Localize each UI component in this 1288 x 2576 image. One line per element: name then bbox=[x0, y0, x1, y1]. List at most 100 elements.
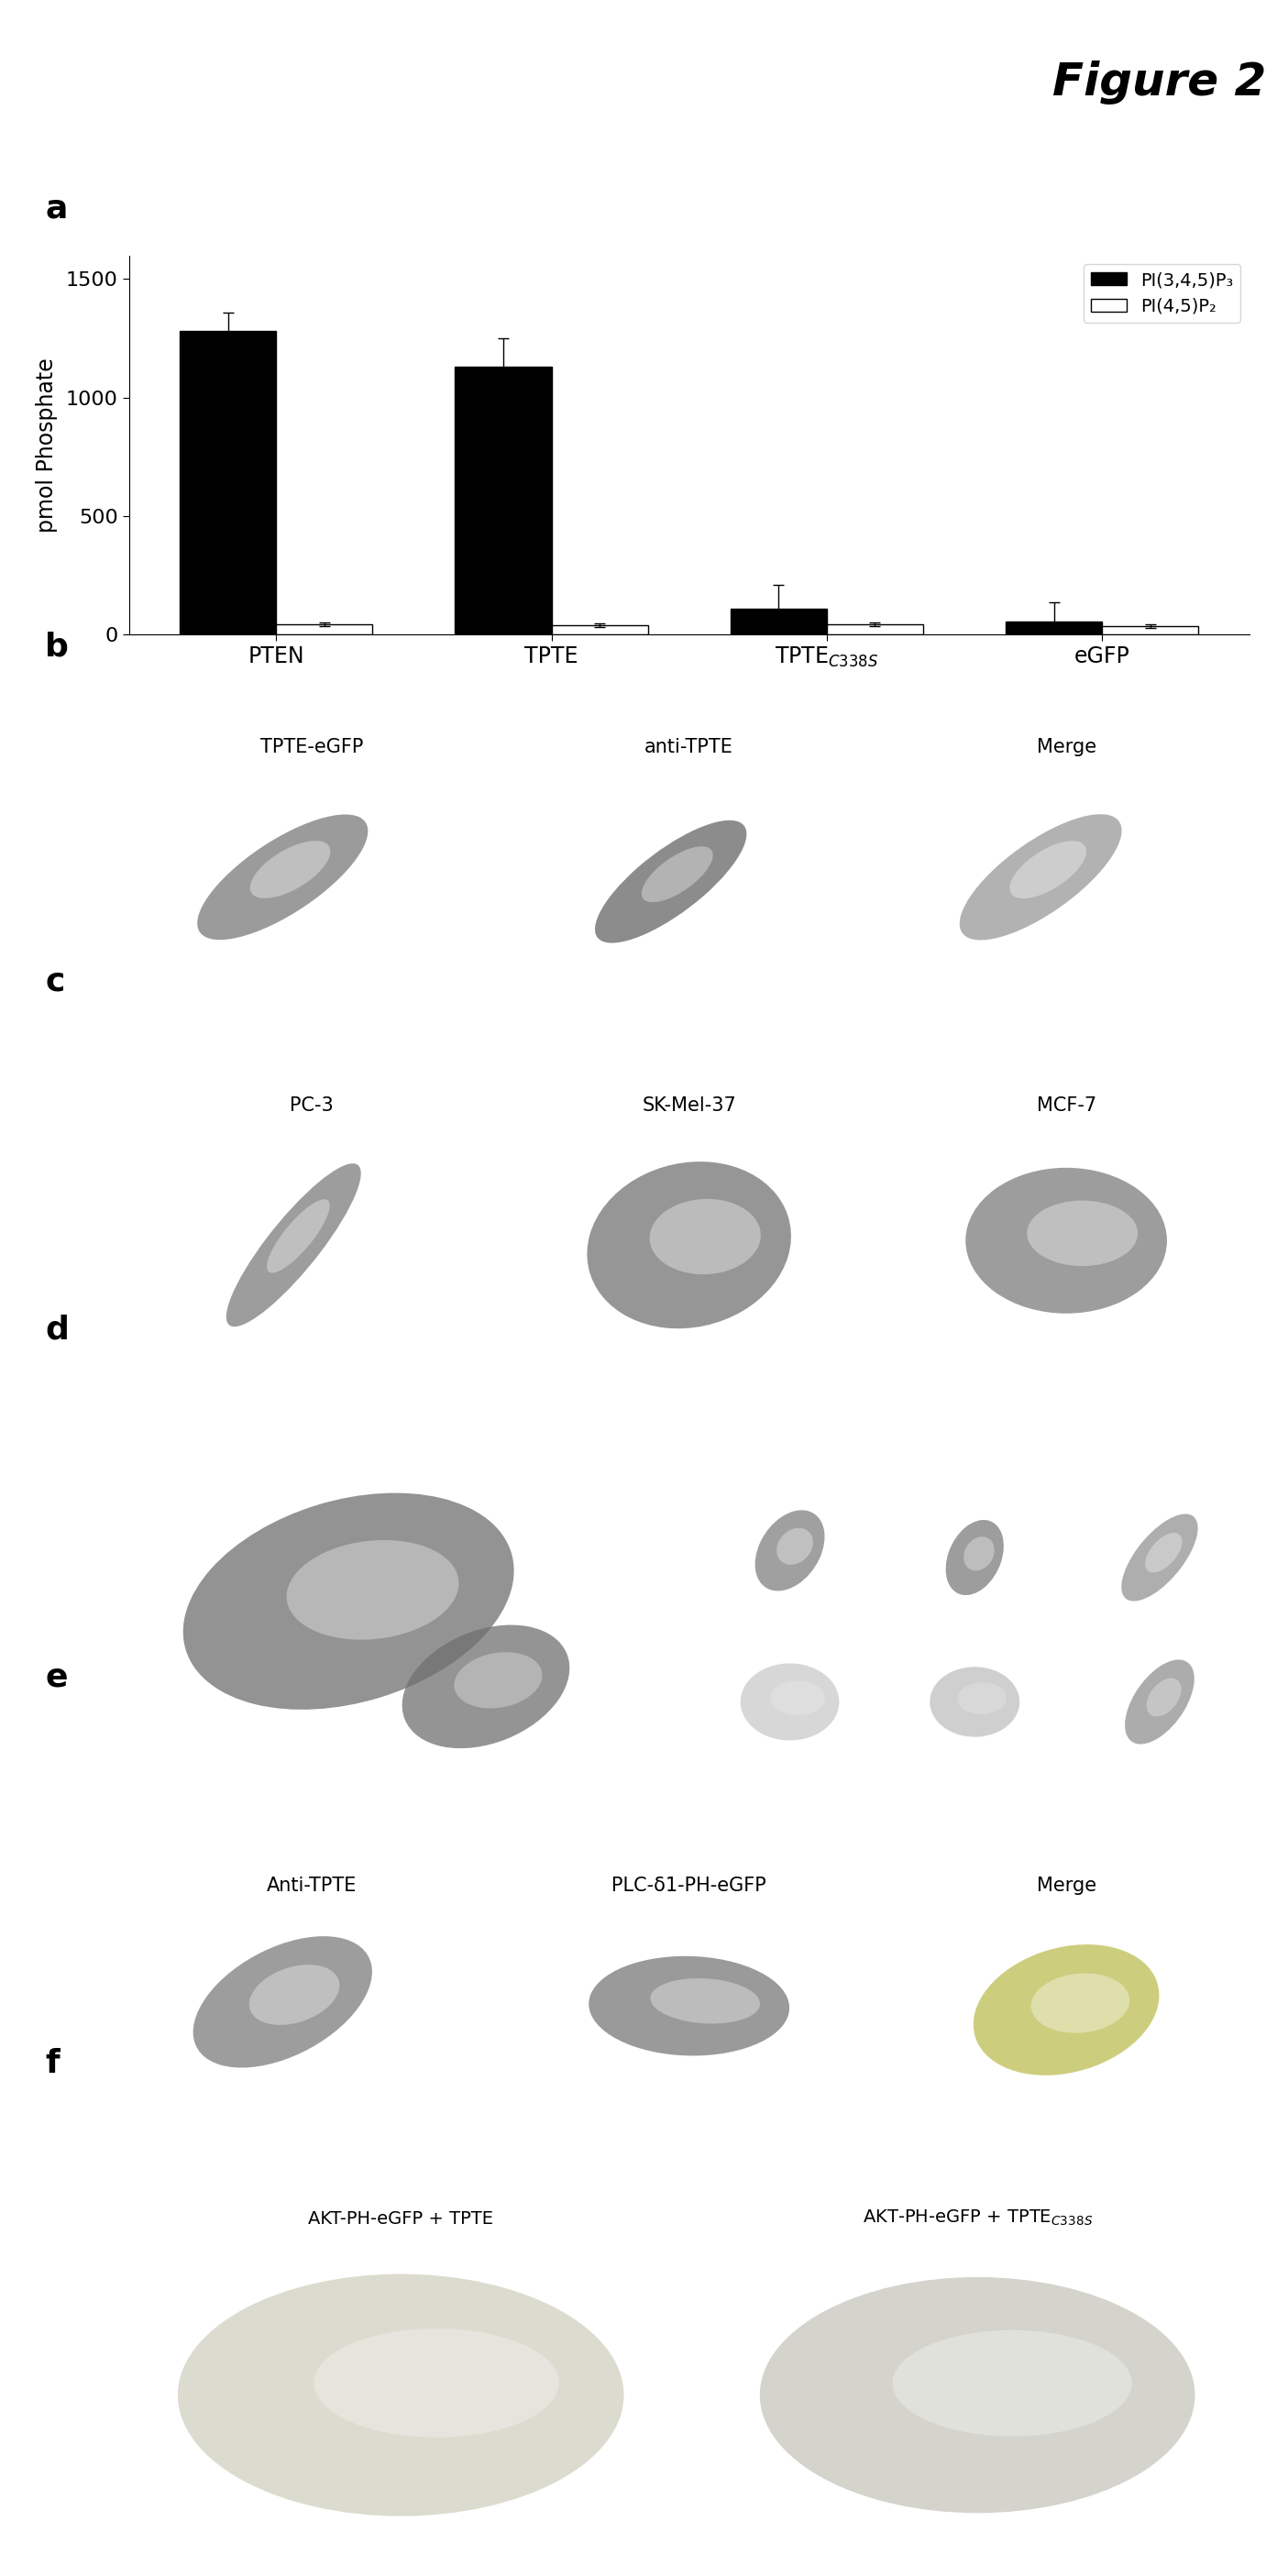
Point bbox=[1103, 1528, 1123, 1569]
Point bbox=[939, 1638, 960, 1680]
Point bbox=[1114, 2424, 1135, 2465]
Point bbox=[146, 2045, 166, 2087]
Point bbox=[737, 1633, 757, 1674]
Point bbox=[976, 1698, 997, 1739]
Point bbox=[1207, 1546, 1227, 1587]
Point bbox=[820, 1734, 841, 1775]
Point bbox=[1234, 1595, 1255, 1636]
Point bbox=[1220, 1543, 1240, 1584]
Point bbox=[1207, 1960, 1227, 2002]
Point bbox=[925, 1489, 945, 1530]
Point bbox=[1104, 1481, 1124, 1522]
Point bbox=[1121, 1520, 1141, 1561]
Point bbox=[1039, 2298, 1060, 2339]
Point bbox=[845, 1695, 866, 1736]
Point bbox=[553, 1170, 573, 1211]
Point bbox=[885, 1680, 905, 1721]
Point bbox=[724, 1175, 744, 1216]
Point bbox=[1130, 863, 1150, 904]
Point bbox=[430, 850, 451, 891]
Point bbox=[1016, 2483, 1037, 2524]
Point bbox=[971, 2272, 992, 2313]
Point bbox=[346, 1288, 367, 1329]
Point bbox=[1118, 1638, 1139, 1680]
Point bbox=[1199, 2074, 1220, 2115]
Point bbox=[170, 2228, 191, 2269]
Point bbox=[857, 1618, 877, 1659]
Point bbox=[1050, 1548, 1070, 1589]
Point bbox=[475, 1489, 496, 1530]
Point bbox=[1126, 1713, 1146, 1754]
Legend: PI(3,4,5)P₃, PI(4,5)P₂: PI(3,4,5)P₃, PI(4,5)P₂ bbox=[1083, 265, 1240, 322]
Point bbox=[886, 760, 907, 801]
Point bbox=[1104, 781, 1124, 822]
Point bbox=[935, 1687, 956, 1728]
Point bbox=[498, 2014, 519, 2056]
Point bbox=[1115, 1662, 1136, 1703]
Point bbox=[783, 2434, 804, 2476]
Point bbox=[1235, 925, 1256, 966]
Point bbox=[1234, 1535, 1255, 1577]
Point bbox=[249, 1744, 269, 1785]
Point bbox=[774, 1494, 795, 1535]
Point bbox=[1123, 1991, 1144, 2032]
Point bbox=[590, 884, 611, 925]
Point bbox=[447, 835, 468, 876]
Point bbox=[514, 2009, 535, 2050]
Point bbox=[881, 1234, 902, 1275]
Point bbox=[683, 1321, 703, 1363]
Point bbox=[693, 1664, 714, 1705]
Point bbox=[507, 1674, 528, 1716]
Point bbox=[859, 1595, 880, 1636]
Point bbox=[237, 1945, 258, 1986]
Point bbox=[536, 1221, 556, 1262]
Point bbox=[461, 1301, 482, 1342]
Point bbox=[891, 1247, 912, 1288]
Point bbox=[701, 799, 721, 840]
Point bbox=[1059, 1922, 1079, 1963]
Point bbox=[376, 1986, 397, 2027]
Point bbox=[698, 2236, 719, 2277]
Point bbox=[652, 850, 672, 891]
Point bbox=[495, 2506, 515, 2548]
Point bbox=[1204, 1747, 1225, 1788]
Point bbox=[887, 2040, 908, 2081]
Point bbox=[341, 1110, 362, 1151]
Point bbox=[1199, 822, 1220, 863]
Point bbox=[207, 1664, 228, 1705]
Point bbox=[135, 762, 156, 804]
Point bbox=[1185, 1976, 1206, 2017]
Point bbox=[871, 2313, 891, 2354]
Point bbox=[1229, 1314, 1249, 1355]
Point bbox=[893, 1510, 913, 1551]
Point bbox=[730, 1625, 751, 1667]
Point bbox=[623, 2419, 644, 2460]
Point bbox=[931, 1528, 952, 1569]
Point bbox=[750, 1520, 770, 1561]
Point bbox=[1216, 1893, 1236, 1935]
Point bbox=[1060, 1139, 1081, 1180]
Point bbox=[694, 1646, 715, 1687]
Point bbox=[984, 1656, 1005, 1698]
Point bbox=[1208, 2040, 1229, 2081]
Point bbox=[1075, 1618, 1096, 1659]
Point bbox=[744, 1631, 765, 1672]
Point bbox=[896, 1520, 917, 1561]
Point bbox=[1048, 2223, 1069, 2264]
Point bbox=[251, 2385, 272, 2427]
Point bbox=[737, 1131, 757, 1172]
Point bbox=[604, 2512, 625, 2553]
Point bbox=[264, 1512, 285, 1553]
Point bbox=[1063, 969, 1083, 1010]
Point bbox=[638, 1244, 658, 1285]
Point bbox=[352, 770, 372, 811]
Point bbox=[815, 1538, 836, 1579]
Point bbox=[657, 1311, 677, 1352]
Point bbox=[817, 1960, 837, 2002]
Point bbox=[187, 1260, 207, 1301]
Point bbox=[1234, 2463, 1255, 2504]
Point bbox=[1082, 1682, 1103, 1723]
Point bbox=[806, 1620, 827, 1662]
Point bbox=[327, 889, 348, 930]
Point bbox=[1204, 1497, 1225, 1538]
